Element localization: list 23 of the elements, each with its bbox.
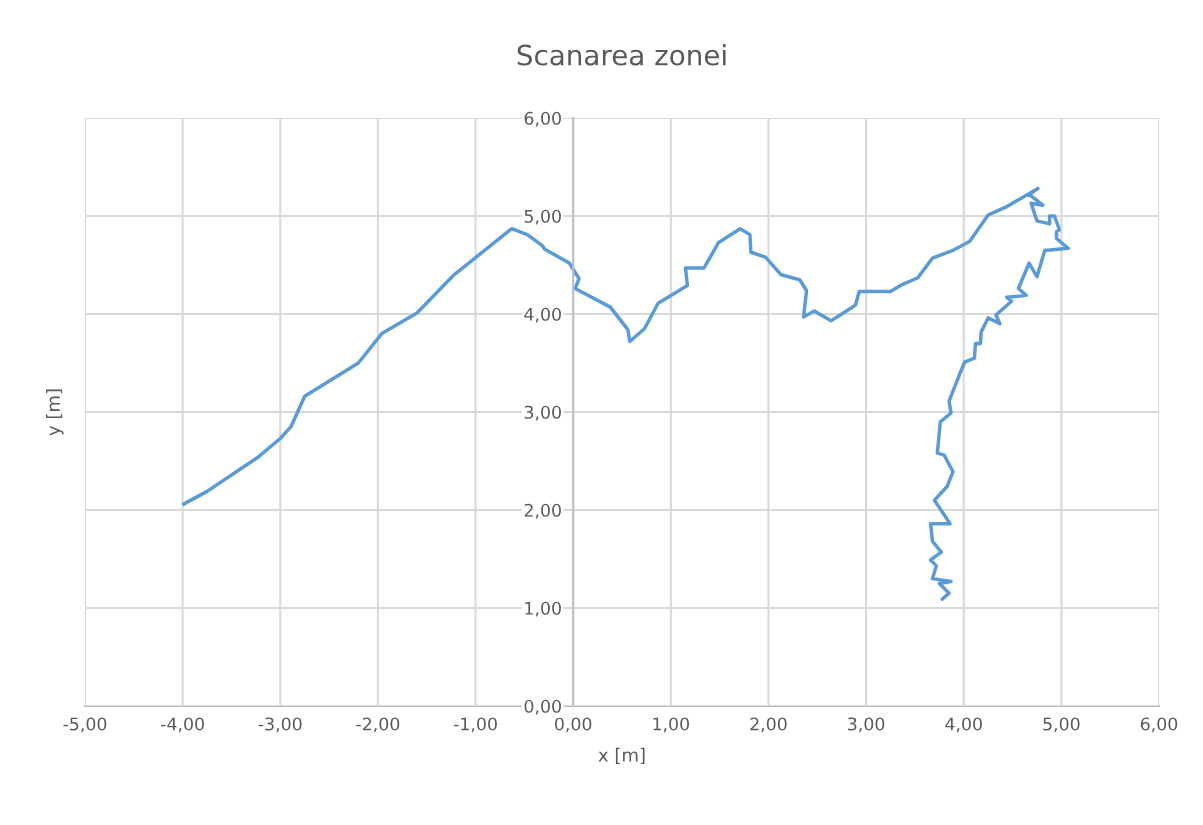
x-tick-label: 2,00 [750, 717, 787, 733]
y-axis-title: y [m] [46, 389, 64, 436]
x-tick-label: 0,00 [555, 717, 592, 733]
y-tick-label: 3,00 [524, 405, 561, 421]
x-tick-label: 1,00 [653, 717, 689, 733]
y-tick-label: 6,00 [524, 111, 561, 127]
x-tick-label: -2,00 [356, 717, 400, 733]
x-tick-label: 6,00 [1140, 717, 1178, 733]
line-series [181, 186, 1070, 601]
y-tick-label: 1,00 [525, 601, 561, 617]
x-tick-label: -1,00 [453, 717, 497, 733]
x-tick-label: 3,00 [848, 717, 885, 733]
x-tick-label: -3,00 [258, 717, 302, 733]
y-tick-label: 4,00 [524, 307, 561, 323]
y-tick-label: 0,00 [524, 699, 561, 715]
y-tick-label: 2,00 [524, 503, 561, 519]
chart-title: Scanarea zonei [517, 44, 726, 66]
x-tick-label: -5,00 [63, 717, 107, 733]
x-axis-title: x [m] [598, 747, 645, 764]
y-tick-label: 5,00 [524, 209, 561, 225]
x-tick-label: -4,00 [161, 717, 204, 733]
x-tick-label: 4,00 [945, 717, 982, 733]
x-tick-label: 5,00 [1043, 717, 1080, 733]
